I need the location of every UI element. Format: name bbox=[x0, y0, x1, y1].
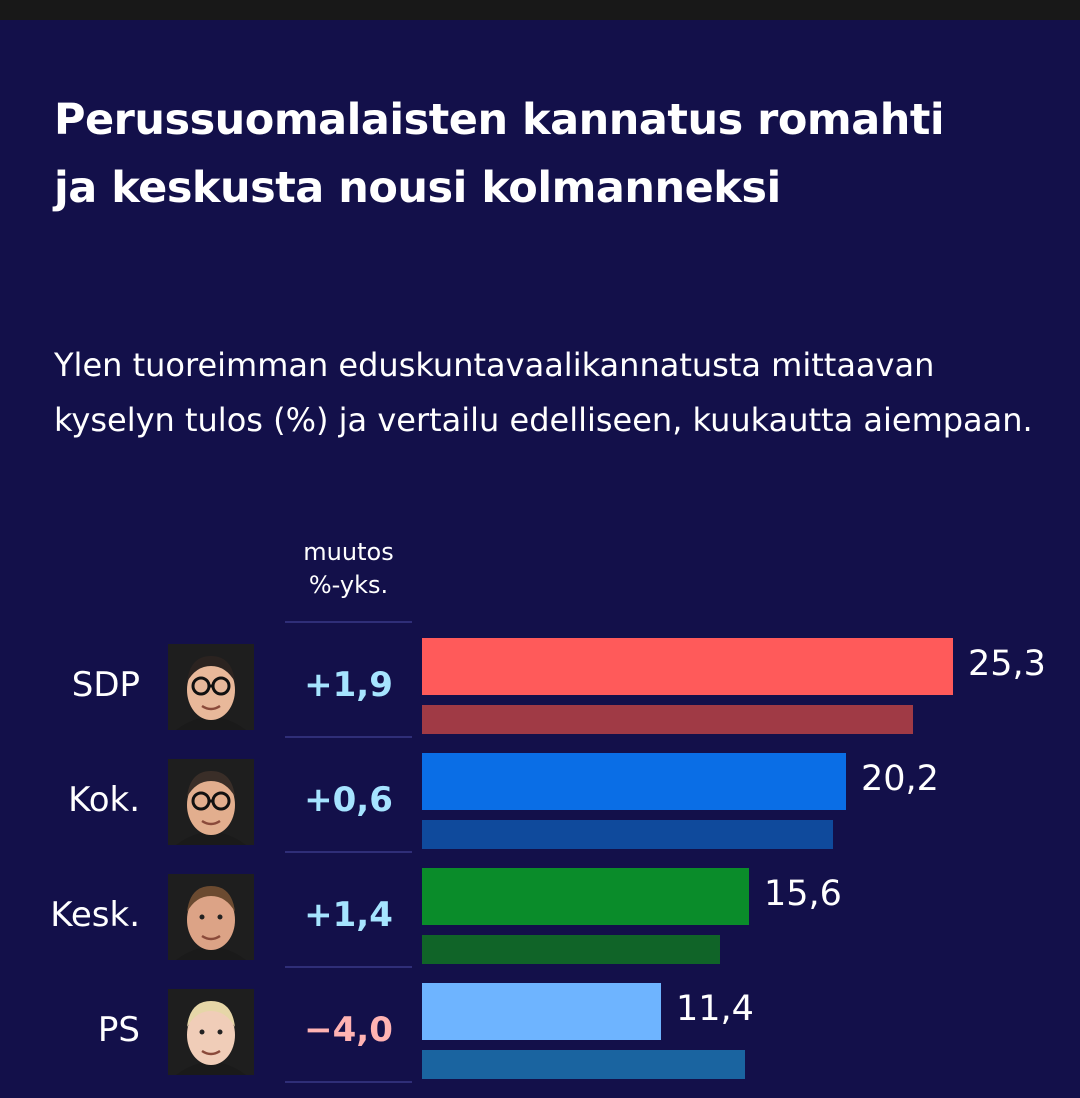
party-label: Kok. bbox=[68, 780, 140, 820]
current-support-bar bbox=[422, 638, 953, 695]
party-leader-photo bbox=[168, 759, 254, 845]
row-divider bbox=[285, 966, 412, 968]
chart-row: Kesk. +1,4 15,6 bbox=[0, 868, 1080, 983]
chart-row: PS −4,0 11,4 bbox=[0, 983, 1080, 1098]
previous-support-bar bbox=[422, 820, 833, 849]
bar-value-label: 25,3 bbox=[968, 644, 1046, 684]
change-header-line2: %-yks. bbox=[308, 571, 389, 599]
current-support-bar bbox=[422, 753, 846, 810]
party-label: SDP bbox=[71, 665, 140, 705]
chart-row: Kok. +0,6 20,2 bbox=[0, 753, 1080, 868]
bar-value-label: 15,6 bbox=[764, 874, 842, 914]
change-value: +1,4 bbox=[304, 895, 393, 935]
change-value: −4,0 bbox=[304, 1010, 393, 1050]
party-leader-photo bbox=[168, 644, 254, 730]
previous-support-bar bbox=[422, 935, 720, 964]
change-header-line1: muutos bbox=[303, 538, 394, 566]
party-label: Kesk. bbox=[50, 895, 140, 935]
party-leader-photo bbox=[168, 874, 254, 960]
party-label: PS bbox=[97, 1010, 140, 1050]
change-header-divider bbox=[285, 621, 412, 623]
previous-support-bar bbox=[422, 1050, 745, 1079]
chart-title: Perussuomalaisten kannatus romahti ja ke… bbox=[54, 95, 945, 213]
bar-value-label: 11,4 bbox=[676, 989, 754, 1029]
previous-support-bar bbox=[422, 705, 913, 734]
party-leader-photo bbox=[168, 989, 254, 1075]
row-divider bbox=[285, 851, 412, 853]
current-support-bar bbox=[422, 868, 749, 925]
row-divider bbox=[285, 1081, 412, 1083]
chart-subtitle: Ylen tuoreimman eduskuntavaalikannatusta… bbox=[54, 346, 1033, 439]
bar-value-label: 20,2 bbox=[861, 759, 939, 799]
current-support-bar bbox=[422, 983, 661, 1040]
change-column-header: muutos %-yks. bbox=[285, 536, 412, 602]
change-value: +1,9 bbox=[304, 665, 393, 705]
row-divider bbox=[285, 736, 412, 738]
top-status-strip bbox=[0, 0, 1080, 20]
chart-row: SDP +1,9 25,3 bbox=[0, 638, 1080, 753]
change-value: +0,6 bbox=[304, 780, 393, 820]
